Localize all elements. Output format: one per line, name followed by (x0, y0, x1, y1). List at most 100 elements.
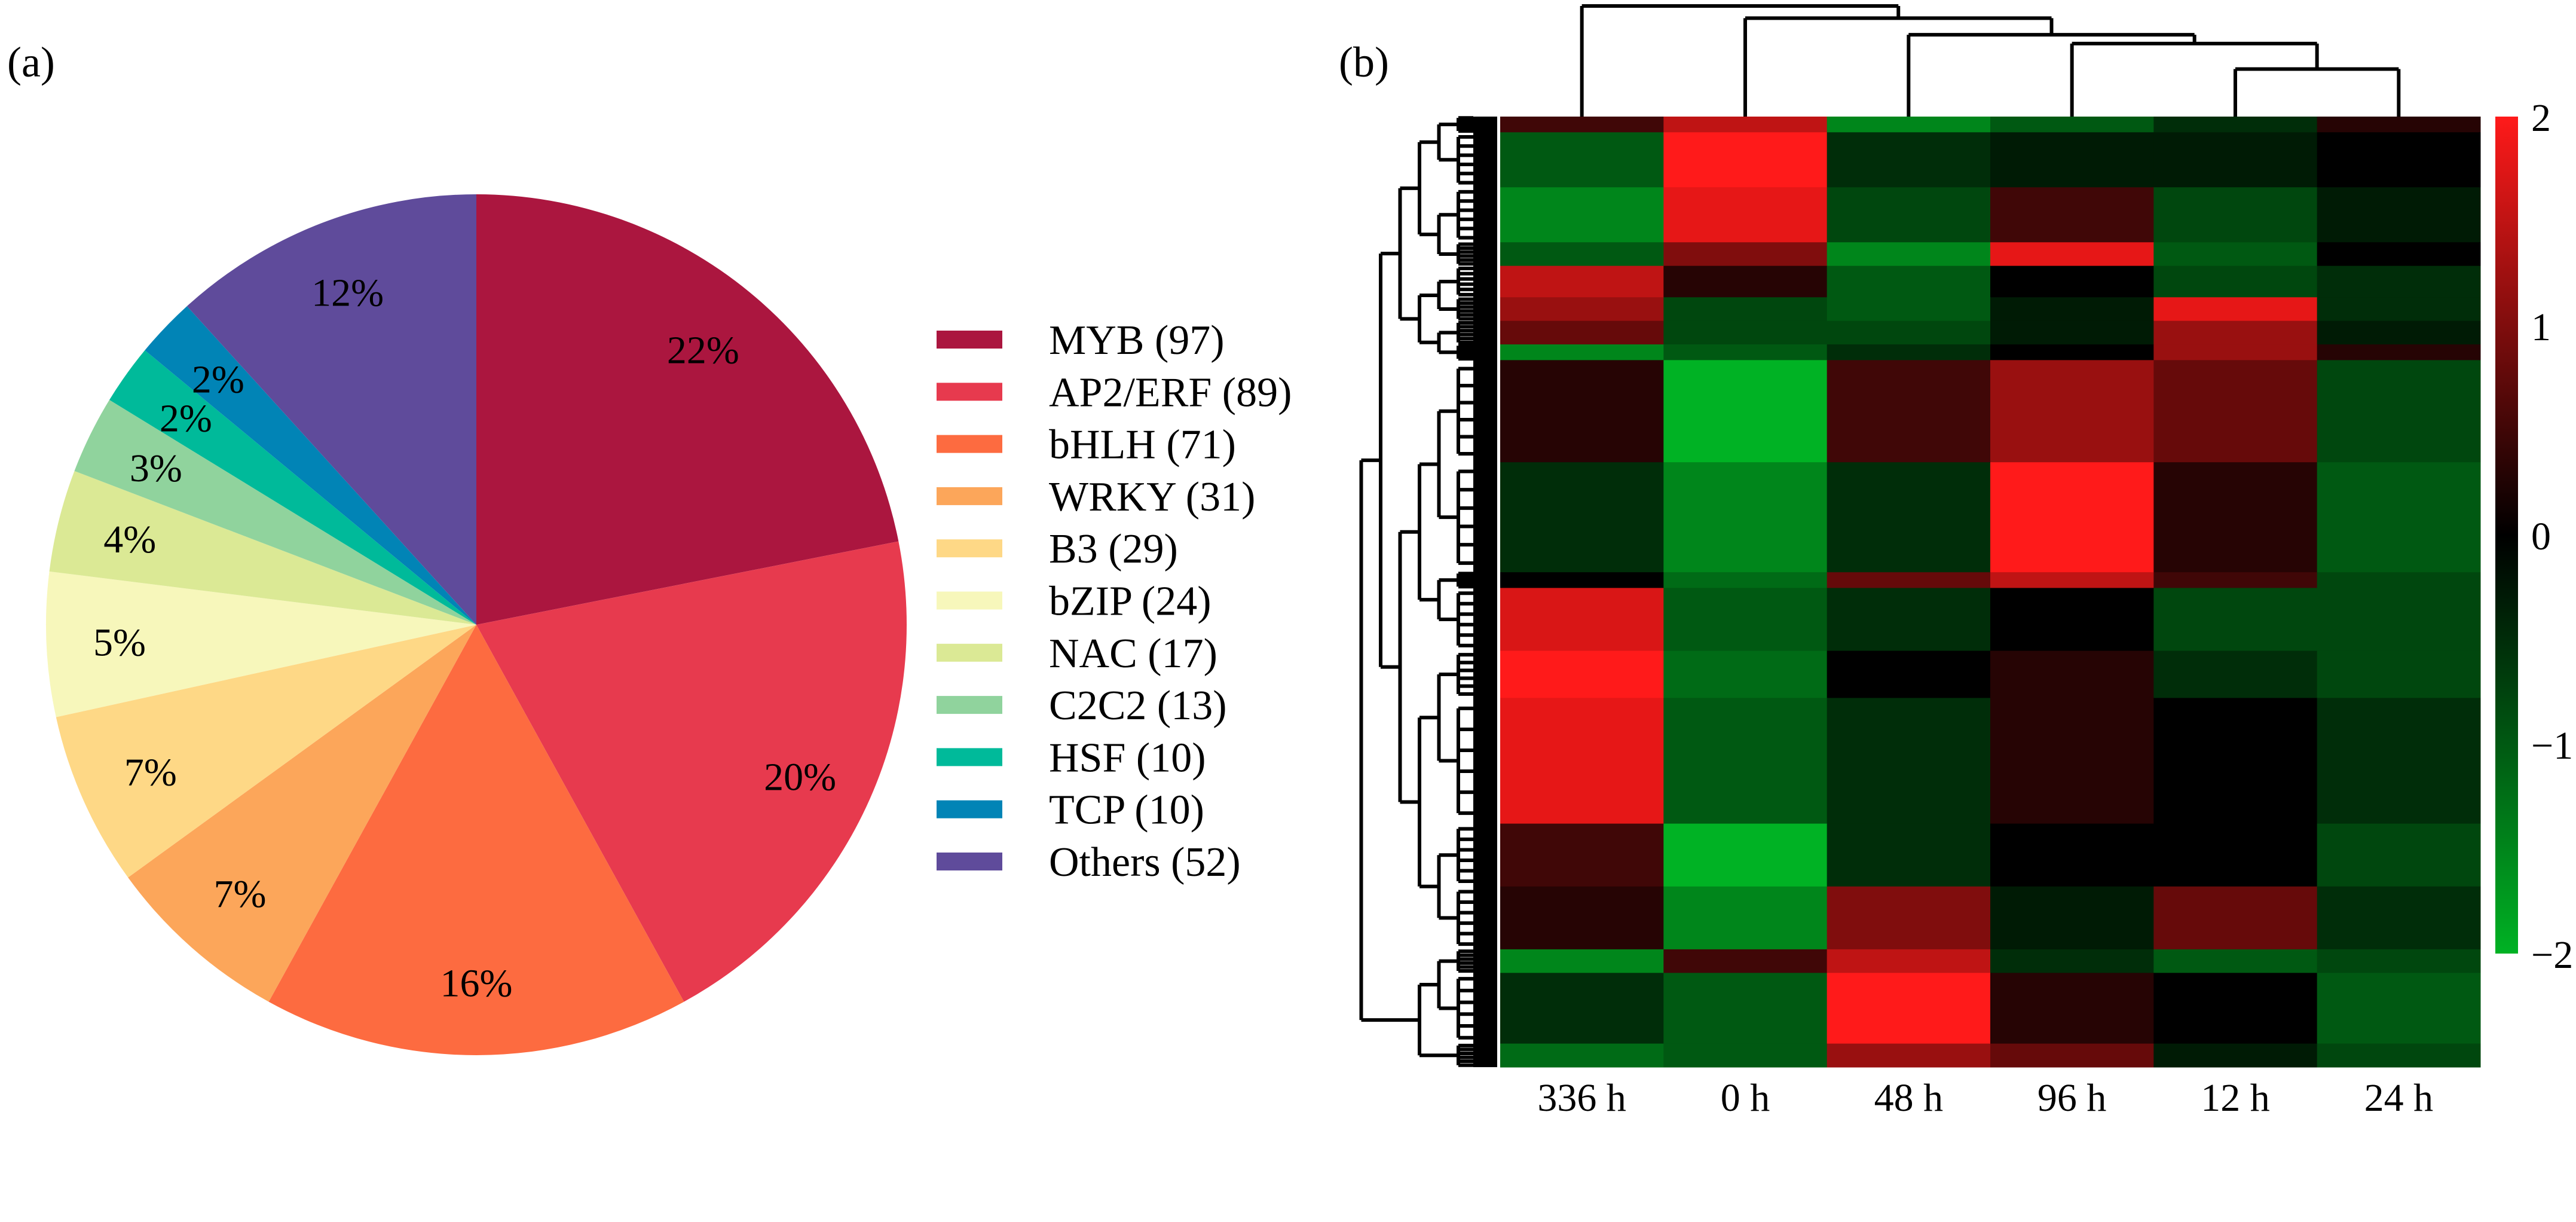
heatmap-cell (1663, 297, 1828, 322)
column-label: 0 h (1721, 1076, 1770, 1120)
panel-a-label: (a) (7, 38, 55, 86)
panel-b-label: (b) (1339, 38, 1389, 86)
pie-pct-label: 5% (93, 621, 146, 665)
heatmap-cell (1500, 132, 1664, 188)
column-label: 336 h (1537, 1076, 1626, 1120)
heatmap-cell (1827, 886, 1991, 950)
heatmap-cell (1663, 588, 1828, 652)
heatmap-cell (1663, 320, 1828, 345)
heatmap-cell (2153, 949, 2318, 973)
legend-label: HSF (10) (1049, 735, 1206, 781)
pie-slice-bzip (46, 571, 477, 717)
heatmap-cell (2153, 823, 2318, 887)
legend-label: Others (52) (1049, 839, 1241, 885)
row-leaf-ticks (1473, 117, 1497, 1067)
heatmap-cell (2153, 132, 2318, 188)
heatmap-cell (1990, 1043, 2154, 1068)
heatmap-cell (1663, 949, 1828, 973)
heatmap-cell (1663, 360, 1828, 463)
heatmap-cell (1827, 650, 1991, 698)
heatmap-cell (1990, 572, 2154, 588)
heatmap-cell (2153, 344, 2318, 361)
heatmap-cell (1663, 462, 1828, 573)
legend-swatch (937, 435, 1002, 453)
heatmap-cell (1990, 650, 2154, 698)
colorbar-tick-label: −1 (2531, 724, 2573, 768)
heatmap-cell (2317, 320, 2481, 345)
pie-slice-myb (476, 194, 899, 625)
heatmap-cell (2317, 360, 2481, 463)
pie-slice-others (186, 194, 476, 625)
heatmap-cell (1663, 132, 1828, 188)
column-label: 48 h (1874, 1076, 1944, 1120)
heatmap-cell (1827, 823, 1991, 887)
heatmap-cell (2153, 572, 2318, 588)
heatmap-cell (1500, 949, 1664, 973)
heatmap-cell (2153, 297, 2318, 322)
legend-label: MYB (97) (1049, 317, 1225, 363)
heatmap-cell (1500, 187, 1664, 243)
heatmap-cell (2153, 588, 2318, 652)
heatmap-cell (2317, 242, 2481, 267)
heatmap-cell (2317, 973, 2481, 1044)
legend-swatch (937, 696, 1002, 714)
heatmap-cell (1500, 320, 1664, 345)
pie-pct-label: 7% (124, 751, 177, 795)
heatmap-cell (2317, 297, 2481, 322)
legend-swatch (937, 591, 1002, 610)
pie-slice-tcp (145, 306, 477, 625)
heatmap-cell (1827, 462, 1991, 573)
pie-pct-label: 3% (130, 447, 182, 490)
heatmap-cell (2317, 949, 2481, 973)
heatmap-cell (1663, 698, 1828, 824)
legend-label: WRKY (31) (1049, 474, 1255, 520)
heatmap-cell (1663, 344, 1828, 361)
heatmap-cell (2317, 1043, 2481, 1068)
heatmap-cell (2153, 117, 2318, 133)
colorbar-tick-label: −2 (2531, 933, 2573, 977)
heatmap-cell (1827, 572, 1991, 588)
heatmap-cell (1500, 265, 1664, 298)
column-label: 12 h (2201, 1076, 2270, 1120)
heatmap-cell (2317, 132, 2481, 188)
heatmap-cell (1500, 572, 1664, 588)
heatmap-cell (1500, 297, 1664, 322)
heatmap-cell (1663, 117, 1828, 133)
heatmap-cell (1827, 297, 1991, 322)
heatmap-cell (2153, 242, 2318, 267)
heatmap-cell (1663, 650, 1828, 698)
heatmap-cell (1990, 886, 2154, 950)
pie-slice-wrky (128, 625, 477, 1002)
heatmap-cell (2317, 344, 2481, 361)
pie-pct-label: 2% (160, 397, 212, 441)
heatmap-cell (1500, 1043, 1664, 1068)
pie-pct-label: 20% (764, 755, 836, 799)
column-label: 96 h (2037, 1076, 2107, 1120)
heatmap-cell (1663, 572, 1828, 588)
heatmap-cell (1827, 242, 1991, 267)
heatmap-cell (1827, 360, 1991, 463)
heatmap-cell (1663, 973, 1828, 1044)
heatmap-cell (1990, 973, 2154, 1044)
pie-pct-label: 22% (667, 328, 739, 372)
pie-pct-label: 7% (213, 872, 266, 916)
heatmap-cell (1663, 187, 1828, 243)
legend-swatch (937, 748, 1002, 766)
pie-slice-c2c2 (74, 399, 477, 625)
heatmap-cell (1827, 187, 1991, 243)
heatmap-cell (1500, 588, 1664, 652)
heatmap-cell (2317, 187, 2481, 243)
heatmap-cell (1500, 973, 1664, 1044)
pie-chart: 22% 20% 16% 7% 7% 5% 4% 3% 2%2% 12% (46, 194, 907, 1055)
heatmap-cell (1827, 698, 1991, 824)
heatmap-cell (2317, 462, 2481, 573)
heatmap-cell (2317, 117, 2481, 133)
heatmap-cell (1990, 360, 2154, 463)
legend-swatch (937, 643, 1002, 662)
legend-label: AP2/ERF (89) (1049, 369, 1292, 416)
heatmap-cell (1827, 1043, 1991, 1068)
heatmap-cell (1827, 344, 1991, 361)
legend-label: B3 (29) (1049, 526, 1178, 572)
pie-slice-nac (49, 471, 477, 625)
colorbar (2495, 117, 2518, 954)
